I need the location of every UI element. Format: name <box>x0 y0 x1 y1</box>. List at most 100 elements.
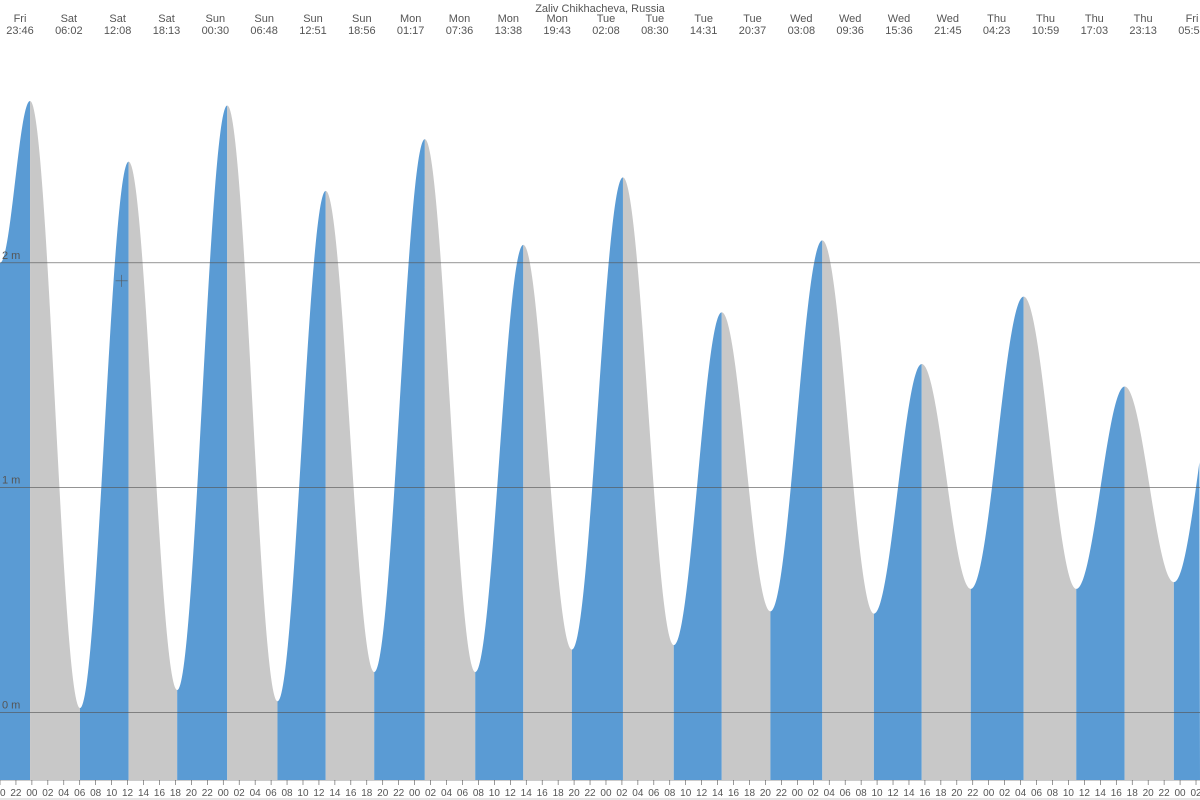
falling-tide-area <box>1125 387 1174 780</box>
header-day: Fri <box>1186 13 1199 25</box>
x-tick-label: 22 <box>1159 788 1171 799</box>
header-time: 08:30 <box>641 25 669 37</box>
x-tick-label: 16 <box>345 788 357 799</box>
x-tick-label: 04 <box>632 788 644 799</box>
x-tick-label: 18 <box>553 788 565 799</box>
rising-tide-area <box>971 297 1024 780</box>
header-time: 20:37 <box>739 25 767 37</box>
rising-tide-area <box>770 240 822 780</box>
x-tick-label: 04 <box>250 788 262 799</box>
x-tick-label: 10 <box>1063 788 1075 799</box>
falling-tide-area <box>822 240 874 780</box>
x-tick-label: 12 <box>696 788 708 799</box>
x-tick-label: 00 <box>600 788 612 799</box>
header-day: Sun <box>254 13 274 25</box>
header-day: Tue <box>646 13 665 25</box>
x-tick-label: 10 <box>106 788 118 799</box>
header-day: Thu <box>987 13 1006 25</box>
falling-tide-area <box>326 191 374 780</box>
header-time: 14:31 <box>690 25 718 37</box>
x-tick-label: 04 <box>1015 788 1027 799</box>
x-tick-label: 20 <box>569 788 581 799</box>
header-day: Sun <box>352 13 372 25</box>
rising-tide-area <box>475 245 523 780</box>
header-time: 21:45 <box>934 25 962 37</box>
y-axis-label: 2 m <box>2 250 20 262</box>
x-tick-label: 22 <box>393 788 405 799</box>
header-time: 13:38 <box>495 25 523 37</box>
x-tick-label: 18 <box>1127 788 1139 799</box>
x-tick-label: 02 <box>42 788 54 799</box>
x-tick-label: 12 <box>1079 788 1091 799</box>
header-day: Tue <box>694 13 713 25</box>
x-tick-label: 14 <box>521 788 533 799</box>
header-time: 18:56 <box>348 25 376 37</box>
rising-tide-area <box>1076 387 1124 780</box>
x-tick-label: 18 <box>744 788 756 799</box>
x-tick-label: 18 <box>361 788 373 799</box>
x-tick-label: 06 <box>266 788 278 799</box>
header-time: 10:59 <box>1032 25 1060 37</box>
header-time: 00:30 <box>202 25 230 37</box>
x-tick-label: 02 <box>999 788 1011 799</box>
header-day: Mon <box>400 13 421 25</box>
header-time: 18:13 <box>153 25 181 37</box>
x-tick-label: 16 <box>1111 788 1123 799</box>
x-tick-label: 10 <box>872 788 884 799</box>
x-tick-label: 10 <box>489 788 501 799</box>
x-tick-label: 00 <box>792 788 804 799</box>
header-columns: Fri23:46Sat06:02Sat12:08Sat18:13Sun00:30… <box>6 13 1200 37</box>
header-time: 03:08 <box>788 25 816 37</box>
x-tick-label: 08 <box>856 788 868 799</box>
x-tick-label: 02 <box>1190 788 1200 799</box>
header-day: Sun <box>303 13 323 25</box>
header-time: 23:13 <box>1129 25 1157 37</box>
rising-tide-area <box>674 312 722 780</box>
header-time: 07:36 <box>446 25 474 37</box>
y-axis-label: 1 m <box>2 475 20 487</box>
x-tick-label: 08 <box>281 788 293 799</box>
rising-tide-area <box>177 105 227 780</box>
x-tick-label: 20 <box>951 788 963 799</box>
x-tick-label: 02 <box>425 788 437 799</box>
x-tick-label: 12 <box>313 788 325 799</box>
x-tick-label: 20 <box>1143 788 1155 799</box>
x-tick-label: 14 <box>329 788 341 799</box>
header-time: 04:23 <box>983 25 1011 37</box>
x-tick-label: 10 <box>297 788 309 799</box>
header-time: 05:54 <box>1178 25 1200 37</box>
x-tick-label: 20 <box>377 788 389 799</box>
x-tick-label: 06 <box>1031 788 1043 799</box>
x-tick-label: 20 <box>760 788 772 799</box>
x-tick-label: 02 <box>616 788 628 799</box>
x-tick-label: 02 <box>234 788 246 799</box>
rising-tide-area <box>374 139 425 780</box>
x-tick-label: 16 <box>728 788 740 799</box>
x-tick-label: 08 <box>664 788 676 799</box>
x-tick-label: 22 <box>10 788 22 799</box>
header-day: Thu <box>1036 13 1055 25</box>
header-time: 15:36 <box>885 25 913 37</box>
tide-areas <box>0 101 1200 780</box>
x-tick-label: 18 <box>935 788 947 799</box>
header-day: Tue <box>597 13 616 25</box>
x-tick-label: 20 <box>0 788 6 799</box>
header-time: 01:17 <box>397 25 425 37</box>
rising-tide-area <box>277 191 325 780</box>
x-tick-label: 16 <box>919 788 931 799</box>
rising-tide-area <box>80 162 129 780</box>
x-tick-label: 18 <box>170 788 182 799</box>
falling-tide-area <box>425 139 475 780</box>
x-tick-label: 06 <box>457 788 469 799</box>
x-tick-label: 14 <box>903 788 915 799</box>
x-tick-label: 22 <box>967 788 979 799</box>
x-tick-label: 14 <box>1095 788 1107 799</box>
header-day: Mon <box>546 13 567 25</box>
x-tick-label: 04 <box>58 788 70 799</box>
x-tick-label: 12 <box>505 788 517 799</box>
header-day: Fri <box>14 13 27 25</box>
header-day: Thu <box>1085 13 1104 25</box>
x-tick-label: 14 <box>138 788 150 799</box>
rising-tide-area <box>572 177 623 780</box>
x-tick-label: 16 <box>154 788 166 799</box>
